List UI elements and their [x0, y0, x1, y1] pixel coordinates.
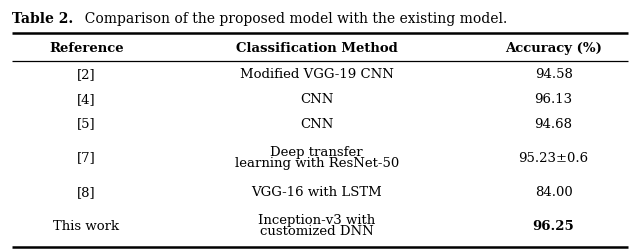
Text: [5]: [5]	[77, 117, 96, 130]
Text: 94.68: 94.68	[534, 117, 573, 130]
Text: 96.25: 96.25	[532, 219, 575, 232]
Text: Accuracy (%): Accuracy (%)	[505, 41, 602, 54]
Text: customized DNN: customized DNN	[260, 225, 374, 237]
Text: [4]: [4]	[77, 92, 96, 105]
Text: Inception-v3 with: Inception-v3 with	[258, 213, 376, 226]
Text: 95.23±0.6: 95.23±0.6	[518, 151, 589, 164]
Text: VGG-16 with LSTM: VGG-16 with LSTM	[252, 185, 382, 198]
Text: 94.58: 94.58	[534, 68, 573, 81]
Text: Comparison of the proposed model with the existing model.: Comparison of the proposed model with th…	[76, 12, 507, 26]
Text: 84.00: 84.00	[535, 185, 572, 198]
Text: Table 2.: Table 2.	[12, 12, 73, 26]
Text: learning with ResNet-50: learning with ResNet-50	[235, 156, 399, 169]
Text: Modified VGG-19 CNN: Modified VGG-19 CNN	[240, 68, 394, 81]
Text: Reference: Reference	[49, 41, 124, 54]
Text: 96.13: 96.13	[534, 92, 573, 105]
Text: Classification Method: Classification Method	[236, 41, 397, 54]
Text: [2]: [2]	[77, 68, 96, 81]
Text: [7]: [7]	[77, 151, 96, 164]
Text: CNN: CNN	[300, 117, 333, 130]
Text: [8]: [8]	[77, 185, 96, 198]
Text: CNN: CNN	[300, 92, 333, 105]
Text: This work: This work	[53, 219, 120, 232]
Text: Deep transfer: Deep transfer	[271, 145, 363, 159]
